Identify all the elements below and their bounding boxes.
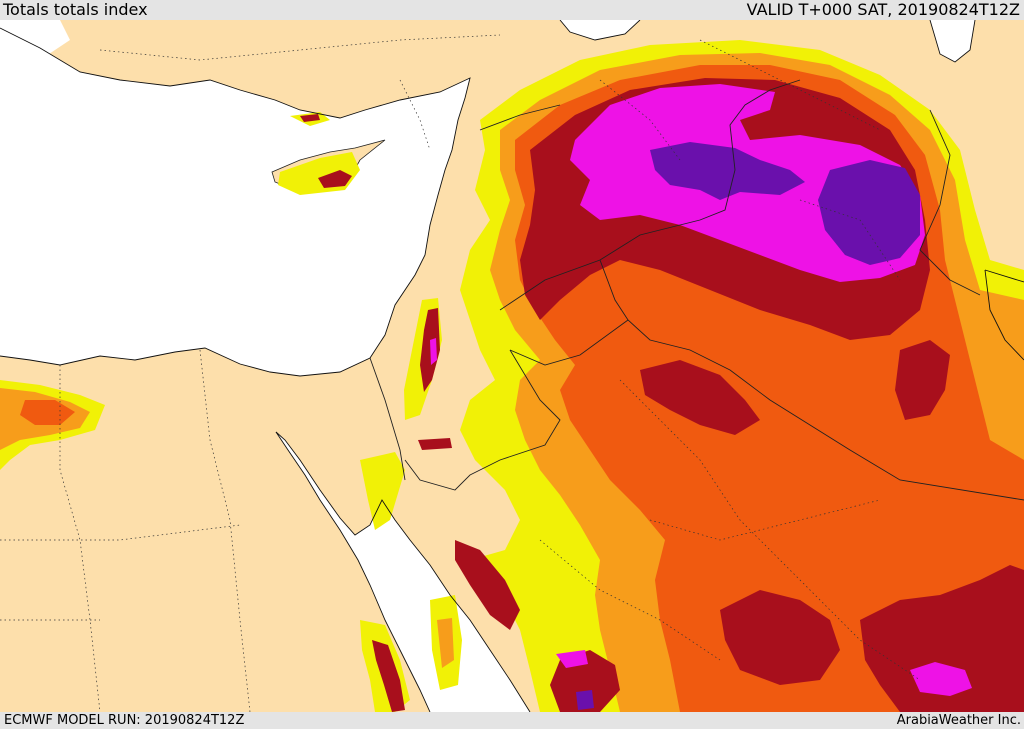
- tt-red-cell-south-2: [860, 565, 1024, 712]
- tt-red-cell-central: [640, 360, 760, 435]
- valid-time: VALID T+000 SAT, 20190824T12Z: [746, 0, 1020, 19]
- tt-dark-red-rift: [420, 308, 440, 392]
- tt-red-cell-east: [895, 340, 950, 420]
- tt-magenta-cell-yemen: [556, 650, 588, 668]
- tt-red-cyprus: [318, 170, 352, 188]
- tt-red-sinai: [418, 438, 452, 450]
- country-borders: [369, 79, 1024, 501]
- tt-magenta-rift: [430, 338, 437, 365]
- red-sea: [276, 432, 530, 712]
- tt-red-sudan: [372, 640, 405, 712]
- tt-red-libya: [20, 400, 75, 425]
- map-title: Totals totals index: [3, 0, 148, 19]
- tt-yellow-sinai: [360, 452, 405, 530]
- footer-bar: ECMWF MODEL RUN: 20190824T12Z ArabiaWeat…: [0, 712, 1024, 729]
- tt-red-cell-south-1: [720, 590, 840, 685]
- tt-red-cell-arabia-west: [455, 540, 520, 630]
- tt-purple-cell-yemen: [576, 690, 594, 710]
- aegean-coast: [0, 20, 70, 80]
- coastlines: [0, 20, 1024, 712]
- admin-borders: [0, 34, 921, 712]
- caspian-sea: [930, 20, 975, 62]
- credit-label: ArabiaWeather Inc.: [896, 713, 1021, 728]
- tt-red-turkey: [300, 114, 320, 122]
- map-canvas: [0, 20, 1024, 712]
- header-bar: Totals totals index VALID T+000 SAT, 201…: [0, 0, 1024, 20]
- mediterranean-sea: [0, 28, 470, 376]
- tt-magenta-cell-south: [910, 662, 972, 696]
- tt-purple-core-east: [818, 160, 920, 265]
- tt-orange-sudan-2: [437, 618, 454, 668]
- model-run-label: ECMWF MODEL RUN: 20190824T12Z: [4, 713, 245, 728]
- tt-purple-core-west: [650, 142, 805, 200]
